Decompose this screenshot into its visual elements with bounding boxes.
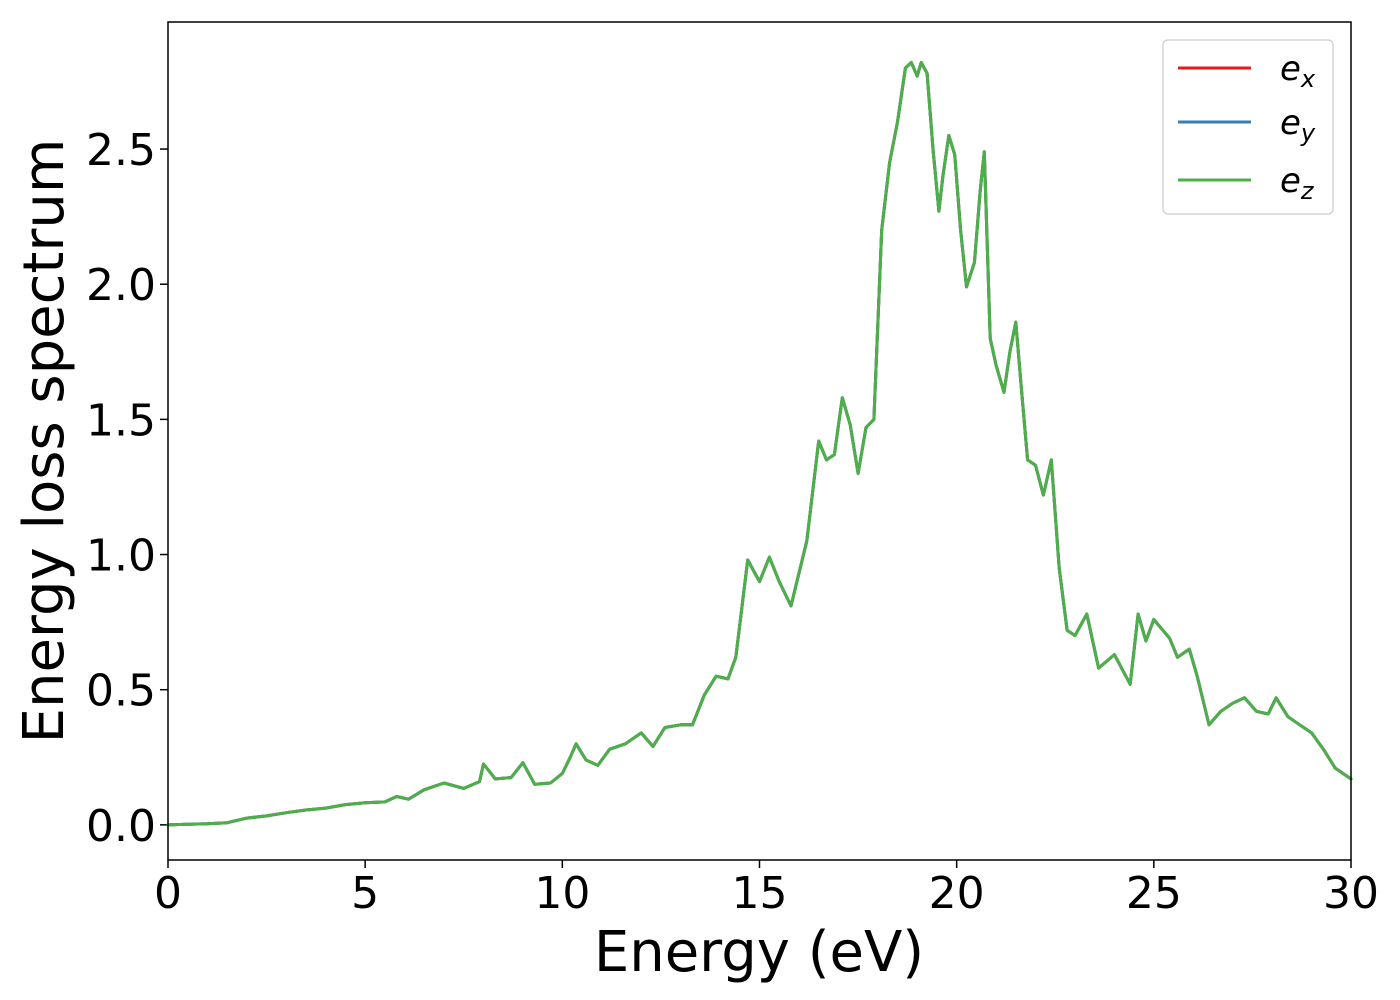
legend-label-e-z: ez — [1280, 161, 1315, 205]
x-tick-label: 30 — [1323, 868, 1379, 919]
x-axis-ticks: 0 5 10 15 20 25 30 — [154, 860, 1379, 919]
legend-label-e-x: ex — [1280, 49, 1316, 93]
y-tick-label: 0.0 — [86, 801, 156, 852]
legend-label-e-y: ey — [1280, 103, 1316, 147]
series-layer — [166, 61, 1353, 827]
legend-label-e-y-sub: y — [1300, 119, 1316, 147]
x-tick-label: 5 — [351, 868, 379, 919]
legend-label-e-x-base: e — [1280, 49, 1301, 89]
y-tick-label: 1.0 — [86, 531, 156, 582]
x-tick-label: 20 — [929, 868, 985, 919]
y-tick-label: 1.5 — [86, 395, 156, 446]
y-tick-label: 2.0 — [86, 260, 156, 311]
legend-label-e-y-base: e — [1280, 103, 1301, 143]
x-tick-label: 0 — [154, 868, 182, 919]
y-tick-label: 0.5 — [86, 666, 156, 717]
plot-frame — [167, 21, 1352, 861]
legend-label-e-z-base: e — [1280, 161, 1301, 201]
series-line-e-z — [166, 61, 1353, 827]
y-axis-title: Energy loss spectrum — [12, 139, 77, 744]
legend: ex ey ez — [1162, 39, 1334, 215]
legend-label-e-z-sub: z — [1300, 177, 1315, 205]
y-tick-label: 2.5 — [86, 125, 156, 176]
y-axis-ticks: 0.0 0.5 1.0 1.5 2.0 2.5 — [86, 125, 168, 852]
x-tick-label: 15 — [732, 868, 788, 919]
x-axis-title: Energy (eV) — [594, 920, 924, 985]
legend-box — [1162, 39, 1334, 215]
legend-label-e-x-sub: x — [1300, 65, 1316, 93]
x-tick-label: 10 — [534, 868, 590, 919]
x-tick-label: 25 — [1126, 868, 1182, 919]
